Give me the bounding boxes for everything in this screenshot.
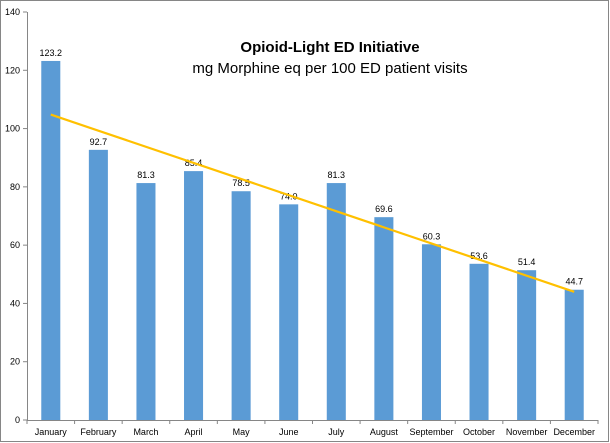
x-tick-label: October [463,427,495,437]
data-label: 51.4 [518,257,536,267]
bar [564,289,584,420]
x-tick-label: August [370,427,399,437]
y-tick-label: 40 [10,298,20,308]
data-label: 60.3 [423,231,441,241]
x-tick-label: March [133,427,158,437]
data-label: 44.7 [565,277,583,287]
data-label: 81.3 [137,170,155,180]
trendline-group [50,113,575,293]
data-label: 123.2 [40,48,63,58]
x-tick-label: September [409,427,453,437]
y-tick-label: 0 [15,415,20,425]
bar [421,244,441,420]
trendline [50,113,575,293]
bar [88,149,108,421]
y-tick-label: 140 [5,7,20,17]
x-tick-label: May [233,427,251,437]
data-label: 78.5 [232,178,250,188]
x-tick-label: December [553,427,595,437]
x-tick-label: April [185,427,203,437]
x-tick-label: July [328,427,345,437]
bar [517,270,537,420]
x-axis: January February March April May June July Augu… [26,420,599,437]
data-label: 53.6 [470,251,488,261]
bar [469,263,489,420]
y-tick-label: 80 [10,182,20,192]
chart-title: Opioid-Light ED Initiative [240,39,419,56]
bar [184,171,204,420]
bar [231,191,251,420]
bar [279,204,299,420]
x-tick-label: January [35,427,68,437]
data-label: 92.7 [90,137,108,147]
bar [326,183,346,420]
bar [374,217,394,420]
y-tick-label: 120 [5,65,20,75]
x-tick-label: February [80,427,117,437]
data-label: 69.6 [375,204,393,214]
data-label: 81.3 [328,170,346,180]
y-tick-label: 100 [5,124,20,134]
y-tick-label: 60 [10,240,20,250]
bar [41,60,61,421]
y-tick-label: 20 [10,357,20,367]
chart-subtitle: mg Morphine eq per 100 ED patient visits [192,60,467,77]
x-tick-label: June [279,427,299,437]
bar [136,183,156,420]
data-label: 74.0 [280,191,298,201]
x-tick-label: November [506,427,548,437]
y-axis: 0 20 40 60 80 100 120 140 [5,7,27,425]
